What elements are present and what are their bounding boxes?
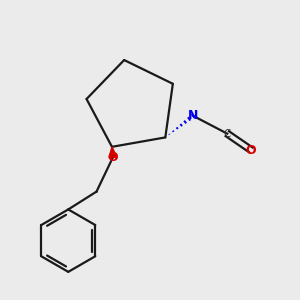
Text: N: N xyxy=(188,109,198,122)
Text: O: O xyxy=(107,151,118,164)
Text: O: O xyxy=(246,143,256,157)
Polygon shape xyxy=(109,147,117,158)
Text: C: C xyxy=(224,129,231,139)
